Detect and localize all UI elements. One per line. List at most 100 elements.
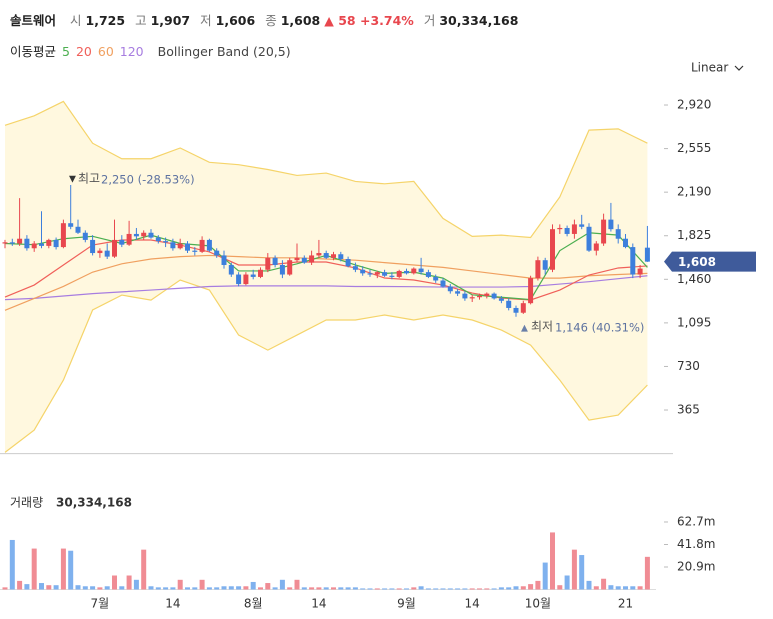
candle-body: [593, 243, 599, 251]
candle-body: [550, 229, 555, 270]
volume-bar: [601, 578, 607, 590]
candle-body: [236, 274, 242, 285]
stat-value: 1,725: [85, 13, 126, 28]
candle-body: [513, 307, 519, 313]
volume-bar: [228, 586, 234, 590]
candle-body: [272, 257, 278, 265]
volume-bar: [323, 587, 329, 590]
candle-body: [250, 274, 256, 277]
candle-body: [389, 275, 395, 277]
candle-body: [644, 247, 650, 262]
volume-bar: [236, 586, 242, 590]
volume-bar: [623, 586, 628, 590]
volume-bar: [133, 579, 139, 590]
candle-body: [228, 264, 234, 275]
candle-body: [557, 227, 563, 230]
volume-bar: [367, 588, 373, 590]
stat-label: 시: [70, 13, 82, 28]
y-tick-label: 1,095: [677, 315, 711, 329]
ma-legend[interactable]: 60: [97, 44, 114, 59]
candle-body: [411, 268, 417, 274]
volume-bar: [316, 587, 322, 590]
candle-body: [17, 238, 23, 244]
volume-bar: [571, 549, 577, 590]
candle-body: [199, 239, 205, 252]
candle-body: [425, 272, 431, 277]
candle-body: [404, 270, 409, 274]
volume-bar: [345, 587, 351, 590]
volume-bar: [199, 579, 205, 590]
volume-bar: [411, 587, 417, 590]
volume-bar: [374, 588, 380, 590]
candle-body: [447, 286, 453, 292]
volume-bar: [360, 588, 366, 590]
price-header: 솔트웨어 시 1,725 고 1,907 저 1,606 종 1,608 ▲ 58 +3…: [10, 10, 518, 29]
volume-bar: [206, 587, 212, 590]
y-tick-label: 2,555: [677, 141, 711, 155]
candle-body: [360, 269, 366, 274]
candle-body: [53, 239, 59, 248]
candle-body: [352, 266, 358, 270]
volume-bar: [258, 587, 263, 590]
volume-bar: [265, 583, 271, 590]
volume-bar: [462, 588, 468, 590]
volume-bar: [90, 586, 96, 590]
volume-bar: [148, 586, 154, 590]
volume-bar: [214, 587, 220, 590]
volume-bar: [2, 587, 8, 590]
candle-body: [294, 257, 300, 261]
volume-bar: [177, 579, 183, 590]
x-tick-label: 9월: [397, 597, 416, 611]
y-tick-label: 2,190: [677, 185, 711, 199]
volume-bar: [331, 587, 336, 590]
stat-value: 1,606: [215, 13, 256, 28]
bollinger-legend[interactable]: Bollinger Band (20,5): [157, 44, 291, 59]
volume-bar: [163, 587, 169, 590]
candle-body: [498, 298, 504, 301]
candle-body: [469, 297, 475, 299]
volume-tick-label: 62.7m: [677, 514, 715, 528]
ma-legend[interactable]: 20: [75, 44, 92, 59]
volume-bar: [418, 586, 424, 590]
candle-body: [24, 238, 30, 249]
volume-bar: [433, 588, 439, 590]
candle-body: [258, 269, 263, 277]
scale-toggle[interactable]: Linear: [691, 61, 728, 75]
volume-bar: [389, 588, 395, 590]
ma-legend[interactable]: 120: [119, 44, 144, 59]
ma-label[interactable]: 이동평균: [10, 44, 57, 59]
candle-body: [630, 247, 636, 275]
stat-value: 1,907: [150, 13, 191, 28]
chevron[interactable]: [734, 65, 744, 71]
candle-body: [382, 272, 388, 276]
volume-bar: [97, 587, 103, 590]
x-tick-label: 14: [165, 597, 180, 611]
candle-body: [601, 219, 607, 244]
volume-bar: [243, 586, 249, 590]
ma-legend[interactable]: 5: [62, 44, 70, 59]
volume-bar: [477, 588, 482, 590]
candle-body: [90, 239, 96, 254]
indicator-legend: 이동평균 5 20 60 120 Bollinger Band (20,5): [10, 41, 291, 60]
candle-body: [82, 232, 88, 240]
candle-body: [2, 242, 8, 244]
stat-label: 거: [423, 13, 436, 28]
high-marker: ▼: [69, 175, 76, 185]
low-marker: ▲: [521, 324, 528, 334]
volume-bar: [586, 580, 592, 590]
volume-bar: [9, 539, 15, 590]
y-tick-label: 1,460: [677, 272, 711, 286]
price-change: ▲ 58 +3.74%: [324, 13, 414, 28]
volume-label: 거래량: [10, 496, 43, 510]
ma-line: [4, 275, 648, 301]
volume-bar: [506, 587, 512, 590]
candle-body: [177, 243, 183, 249]
stat-label: 저: [200, 13, 212, 28]
x-tick-label: 21: [618, 597, 633, 611]
volume-bar: [491, 588, 497, 590]
volume-bar: [46, 585, 52, 590]
volume-bar: [287, 587, 293, 590]
candle-body: [491, 293, 497, 299]
high-label: 최고: [78, 172, 100, 186]
current-price-tag: [664, 251, 756, 272]
